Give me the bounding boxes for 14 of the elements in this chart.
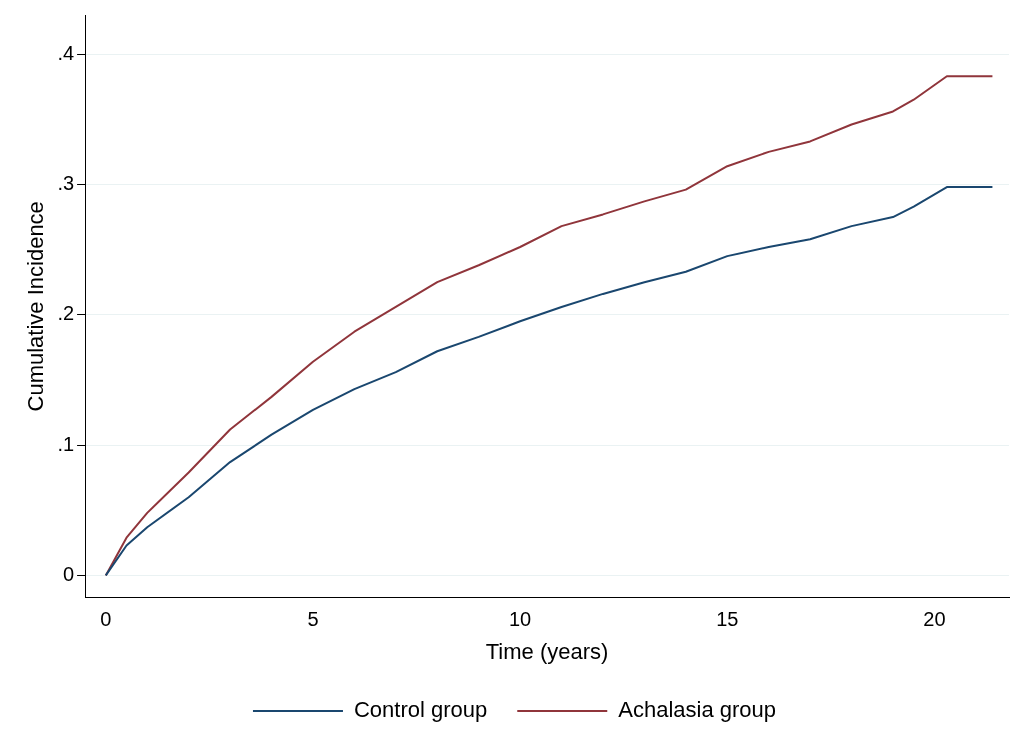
x-tick-label: 20 xyxy=(923,608,946,631)
legend-label: Achalasia group xyxy=(618,697,777,723)
y-tick-label: 0 xyxy=(62,562,75,585)
x-tick-label: 0 xyxy=(100,608,112,631)
y-axis-title: Cumulative Incidence xyxy=(23,201,49,412)
y-tick-label: .1 xyxy=(57,432,75,455)
x-tick-label: 15 xyxy=(716,608,739,631)
x-axis-title: Time (years) xyxy=(485,638,609,664)
y-tick-label: .3 xyxy=(57,171,75,194)
x-tick-label: 10 xyxy=(508,608,532,631)
x-tick-label: 5 xyxy=(307,608,319,631)
y-tick-label: .4 xyxy=(57,41,75,64)
y-tick-label: .2 xyxy=(57,302,75,325)
legend-label: Control group xyxy=(353,697,488,723)
